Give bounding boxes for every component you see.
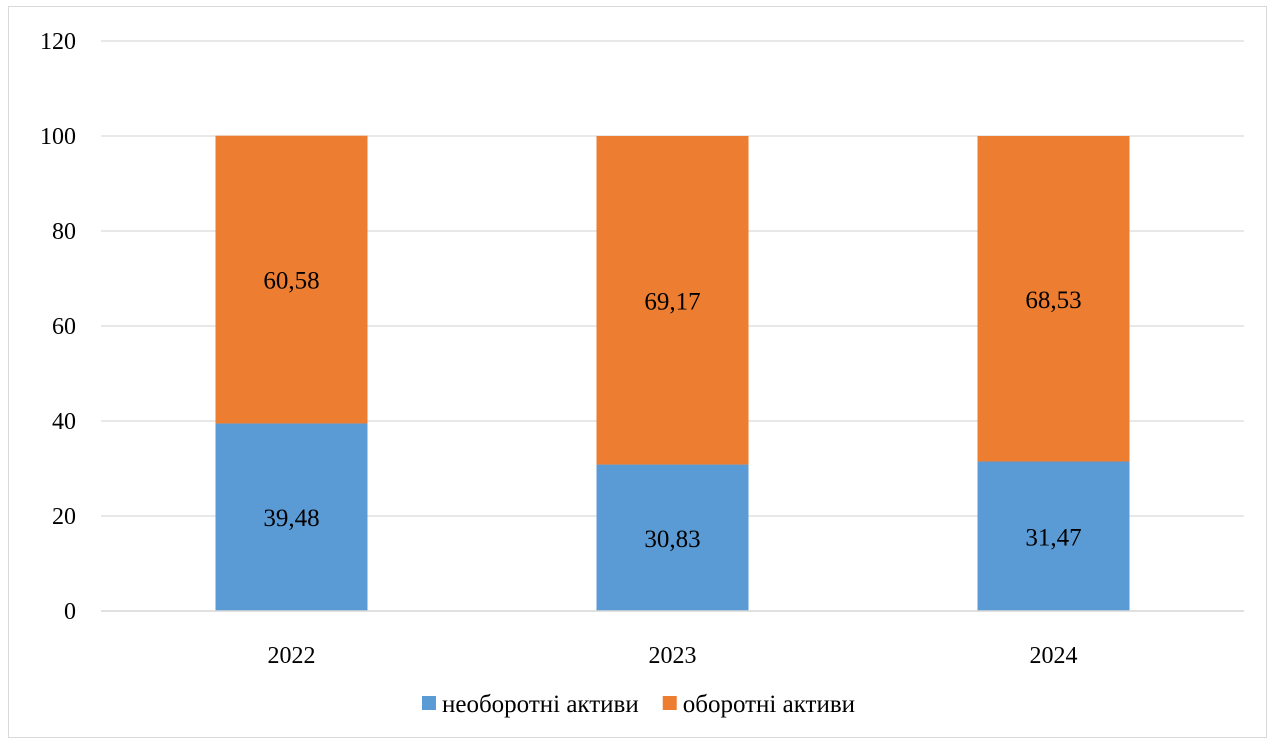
y-tick-label: 0	[64, 599, 76, 625]
bar-2024-series-2	[977, 136, 1130, 462]
bars	[215, 135, 1130, 611]
bar-2023-series-1	[596, 464, 749, 611]
bar-2022-series-1	[215, 423, 368, 611]
y-tick-label: 100	[40, 124, 76, 150]
x-axis: 2022 2023 2024	[101, 610, 1244, 669]
data-label-2023-series-1: 30,83	[644, 526, 700, 553]
bar-2022-series-2	[215, 135, 368, 424]
legend-swatch-series-1	[421, 696, 436, 710]
y-tick-label: 80	[52, 219, 76, 245]
data-label-2022-series-2: 60,58	[263, 268, 319, 295]
bar-2023-series-2	[596, 136, 749, 465]
x-tick-label-2022: 2022	[268, 643, 316, 669]
x-tick-label-2024: 2024	[1030, 643, 1078, 669]
legend-swatch-series-2	[662, 696, 677, 710]
x-tick-label-2023: 2023	[649, 643, 697, 669]
data-label-2024-series-1: 31,47	[1025, 524, 1081, 551]
data-label-2023-series-2: 69,17	[644, 288, 700, 315]
data-labels: 39,48 60,58 30,83 69,17 31,47 68,53	[263, 268, 1081, 553]
y-tick-label: 60	[52, 314, 76, 340]
y-tick-label: 40	[52, 409, 76, 435]
y-tick-label: 120	[40, 29, 76, 55]
y-axis: 0 20 40 60 80 100 120	[40, 29, 76, 625]
y-tick-label: 20	[52, 504, 76, 530]
bar-2024-series-1	[977, 461, 1130, 611]
legend-label-series-2: оборотні активи	[683, 691, 855, 718]
data-label-2022-series-1: 39,48	[263, 505, 319, 532]
legend-label-series-1: необоротні активи	[442, 691, 639, 718]
legend: необоротні активи оборотні активи	[421, 691, 855, 718]
data-label-2024-series-2: 68,53	[1025, 287, 1081, 314]
